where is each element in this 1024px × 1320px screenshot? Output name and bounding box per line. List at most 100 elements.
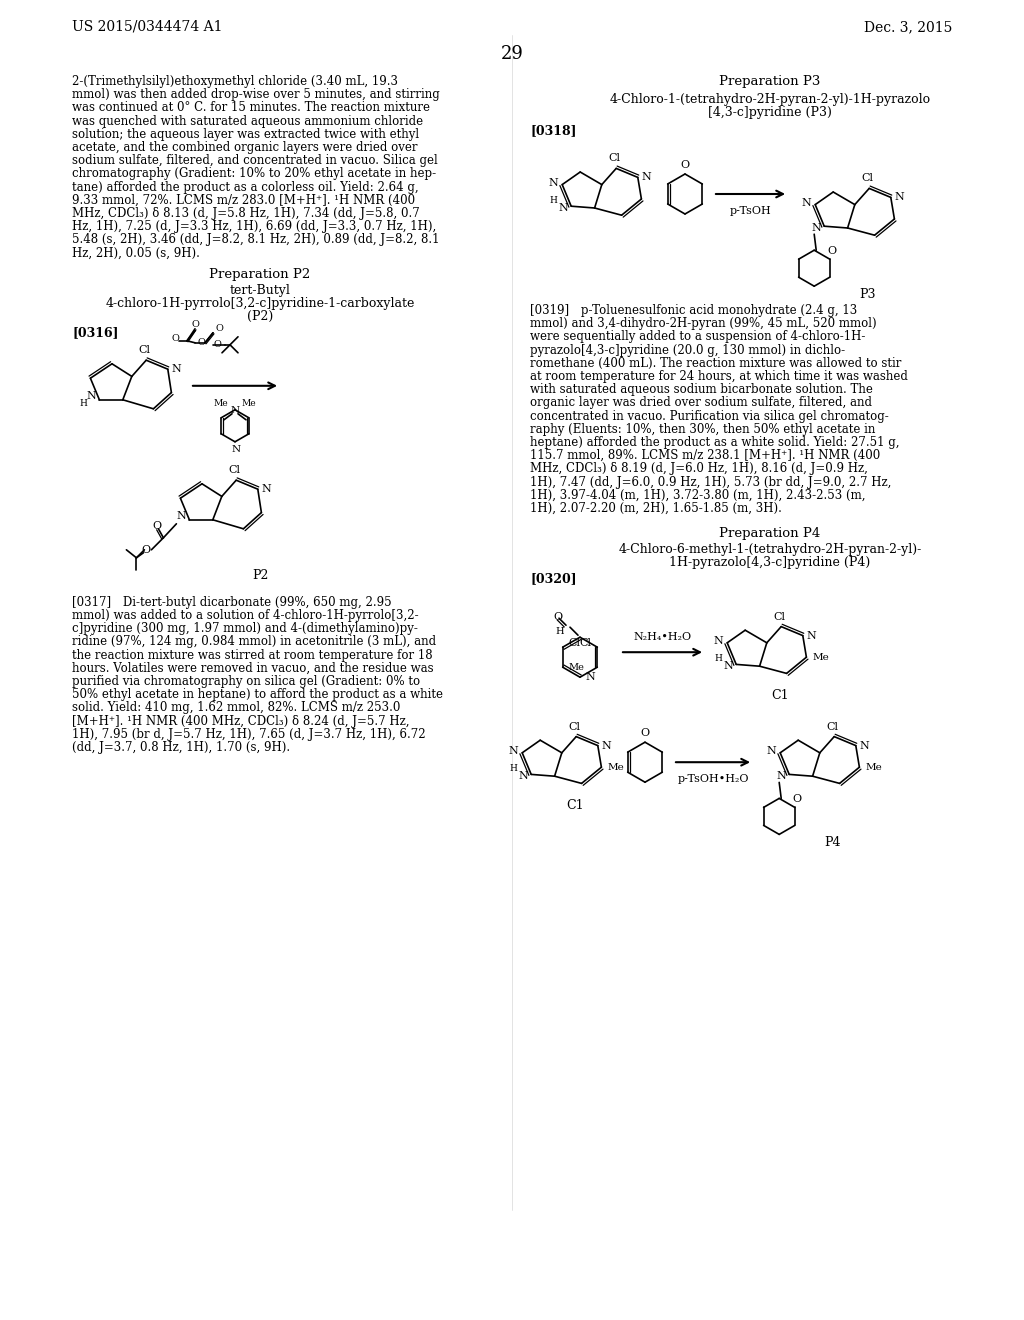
Text: Cl: Cl: [608, 153, 621, 164]
Text: N: N: [230, 407, 240, 416]
Text: mmol) was added to a solution of 4-chloro-1H-pyrrolo[3,2-: mmol) was added to a solution of 4-chlor…: [72, 609, 419, 622]
Text: N: N: [86, 391, 96, 401]
Text: heptane) afforded the product as a white solid. Yield: 27.51 g,: heptane) afforded the product as a white…: [530, 436, 899, 449]
Text: N: N: [508, 746, 518, 756]
Text: P2: P2: [252, 569, 268, 582]
Text: N₂H₄•H₂O: N₂H₄•H₂O: [634, 632, 691, 643]
Text: 1H), 3.97-4.04 (m, 1H), 3.72-3.80 (m, 1H), 2.43-2.53 (m,: 1H), 3.97-4.04 (m, 1H), 3.72-3.80 (m, 1H…: [530, 488, 865, 502]
Text: 4-Chloro-6-methyl-1-(tetrahydro-2H-pyran-2-yl)-: 4-Chloro-6-methyl-1-(tetrahydro-2H-pyran…: [618, 544, 922, 556]
Text: N: N: [262, 484, 271, 494]
Text: N: N: [585, 672, 595, 682]
Text: raphy (Eluents: 10%, then 30%, then 50% ethyl acetate in: raphy (Eluents: 10%, then 30%, then 50% …: [530, 422, 876, 436]
Text: were sequentially added to a suspension of 4-chloro-1H-: were sequentially added to a suspension …: [530, 330, 865, 343]
Text: H: H: [715, 653, 722, 663]
Text: p-TsOH: p-TsOH: [730, 206, 771, 216]
Text: N: N: [895, 193, 904, 202]
Text: Cl: Cl: [580, 638, 591, 648]
Text: (P2): (P2): [247, 310, 273, 323]
Text: MHz, CDCl₃) δ 8.19 (d, J=6.0 Hz, 1H), 8.16 (d, J=0.9 Hz,: MHz, CDCl₃) δ 8.19 (d, J=6.0 Hz, 1H), 8.…: [530, 462, 868, 475]
Text: 9.33 mmol, 72%. LCMS m/z 283.0 [M+H⁺]. ¹H NMR (400: 9.33 mmol, 72%. LCMS m/z 283.0 [M+H⁺]. ¹…: [72, 194, 415, 207]
Text: (dd, J=3.7, 0.8 Hz, 1H), 1.70 (s, 9H).: (dd, J=3.7, 0.8 Hz, 1H), 1.70 (s, 9H).: [72, 741, 290, 754]
Text: N: N: [811, 223, 821, 234]
Text: solid. Yield: 410 mg, 1.62 mmol, 82%. LCMS m/z 253.0: solid. Yield: 410 mg, 1.62 mmol, 82%. LC…: [72, 701, 400, 714]
Text: mmol) and 3,4-dihydro-2H-pyran (99%, 45 mL, 520 mmol): mmol) and 3,4-dihydro-2H-pyran (99%, 45 …: [530, 317, 877, 330]
Text: romethane (400 mL). The reaction mixture was allowed to stir: romethane (400 mL). The reaction mixture…: [530, 356, 901, 370]
Text: N: N: [231, 445, 241, 454]
Text: O: O: [213, 341, 221, 350]
Text: [4,3-c]pyridine (P3): [4,3-c]pyridine (P3): [708, 106, 831, 119]
Text: Cl: Cl: [568, 638, 581, 648]
Text: Me: Me: [812, 652, 828, 661]
Text: P4: P4: [824, 836, 842, 849]
Text: p-TsOH•H₂O: p-TsOH•H₂O: [677, 775, 749, 784]
Text: N: N: [802, 198, 811, 207]
Text: C1: C1: [566, 799, 584, 812]
Text: Cl: Cl: [773, 611, 785, 622]
Text: N: N: [602, 741, 611, 751]
Text: Preparation P3: Preparation P3: [719, 75, 820, 88]
Text: Preparation P4: Preparation P4: [720, 527, 820, 540]
Text: H: H: [549, 195, 557, 205]
Text: Dec. 3, 2015: Dec. 3, 2015: [863, 20, 952, 34]
Text: Me: Me: [865, 763, 882, 772]
Text: 1H-pyrazolo[4,3-c]pyridine (P4): 1H-pyrazolo[4,3-c]pyridine (P4): [670, 556, 870, 569]
Text: O: O: [197, 338, 205, 347]
Text: O: O: [680, 160, 689, 170]
Text: 1H), 7.47 (dd, J=6.0, 0.9 Hz, 1H), 5.73 (br dd, J=9.0, 2.7 Hz,: 1H), 7.47 (dd, J=6.0, 0.9 Hz, 1H), 5.73 …: [530, 475, 891, 488]
Text: O: O: [171, 334, 179, 343]
Text: pyrazolo[4,3-c]pyridine (20.0 g, 130 mmol) in dichlo-: pyrazolo[4,3-c]pyridine (20.0 g, 130 mmo…: [530, 343, 845, 356]
Text: O: O: [142, 545, 151, 554]
Text: N: N: [642, 173, 651, 182]
Text: [M+H⁺]. ¹H NMR (400 MHz, CDCl₃) δ 8.24 (d, J=5.7 Hz,: [M+H⁺]. ¹H NMR (400 MHz, CDCl₃) δ 8.24 (…: [72, 714, 410, 727]
Text: 4-chloro-1H-pyrrolo[3,2-c]pyridine-1-carboxylate: 4-chloro-1H-pyrrolo[3,2-c]pyridine-1-car…: [105, 297, 415, 310]
Text: P3: P3: [860, 288, 877, 301]
Text: N: N: [176, 511, 186, 521]
Text: N: N: [548, 178, 558, 187]
Text: 115.7 mmol, 89%. LCMS m/z 238.1 [M+H⁺]. ¹H NMR (400: 115.7 mmol, 89%. LCMS m/z 238.1 [M+H⁺]. …: [530, 449, 881, 462]
Text: Me: Me: [607, 763, 624, 772]
Text: O: O: [153, 521, 162, 531]
Text: Me: Me: [214, 400, 228, 408]
Text: H: H: [509, 764, 517, 774]
Text: N: N: [766, 746, 776, 756]
Text: O: O: [827, 247, 837, 256]
Text: N: N: [172, 364, 181, 374]
Text: Cl: Cl: [228, 465, 241, 475]
Text: [0319] p-Toluenesulfonic acid monohydrate (2.4 g, 13: [0319] p-Toluenesulfonic acid monohydrat…: [530, 304, 857, 317]
Text: with saturated aqueous sodium bicarbonate solution. The: with saturated aqueous sodium bicarbonat…: [530, 383, 872, 396]
Text: US 2015/0344474 A1: US 2015/0344474 A1: [72, 20, 222, 34]
Text: Cl: Cl: [861, 173, 873, 183]
Text: Me: Me: [242, 400, 256, 408]
Text: the reaction mixture was stirred at room temperature for 18: the reaction mixture was stirred at room…: [72, 648, 432, 661]
Text: Cl: Cl: [826, 722, 839, 731]
Text: O: O: [191, 321, 199, 329]
Text: N: N: [558, 203, 568, 214]
Text: Hz, 1H), 7.25 (d, J=3.3 Hz, 1H), 6.69 (dd, J=3.3, 0.7 Hz, 1H),: Hz, 1H), 7.25 (d, J=3.3 Hz, 1H), 6.69 (d…: [72, 220, 436, 234]
Text: 2-(Trimethylsilyl)ethoxymethyl chloride (3.40 mL, 19.3: 2-(Trimethylsilyl)ethoxymethyl chloride …: [72, 75, 398, 88]
Text: 50% ethyl acetate in heptane) to afford the product as a white: 50% ethyl acetate in heptane) to afford …: [72, 688, 443, 701]
Text: MHz, CDCl₃) δ 8.13 (d, J=5.8 Hz, 1H), 7.34 (dd, J=5.8, 0.7: MHz, CDCl₃) δ 8.13 (d, J=5.8 Hz, 1H), 7.…: [72, 207, 420, 220]
Text: was quenched with saturated aqueous ammonium chloride: was quenched with saturated aqueous ammo…: [72, 115, 423, 128]
Text: tert-Butyl: tert-Butyl: [229, 284, 291, 297]
Text: at room temperature for 24 hours, at which time it was washed: at room temperature for 24 hours, at whi…: [530, 370, 908, 383]
Text: Me: Me: [568, 663, 585, 672]
Text: mmol) was then added drop-wise over 5 minutes, and stirring: mmol) was then added drop-wise over 5 mi…: [72, 88, 439, 102]
Text: N: N: [776, 771, 786, 781]
Text: ridine (97%, 124 mg, 0.984 mmol) in acetonitrile (3 mL), and: ridine (97%, 124 mg, 0.984 mmol) in acet…: [72, 635, 436, 648]
Text: [0320]: [0320]: [530, 572, 577, 585]
Text: N: N: [518, 771, 528, 781]
Text: 1H), 2.07-2.20 (m, 2H), 1.65-1.85 (m, 3H).: 1H), 2.07-2.20 (m, 2H), 1.65-1.85 (m, 3H…: [530, 502, 782, 515]
Text: C1: C1: [771, 689, 788, 702]
Text: c]pyridine (300 mg, 1.97 mmol) and 4-(dimethylamino)py-: c]pyridine (300 mg, 1.97 mmol) and 4-(di…: [72, 622, 418, 635]
Text: N: N: [807, 631, 817, 640]
Text: 1H), 7.95 (br d, J=5.7 Hz, 1H), 7.65 (d, J=3.7 Hz, 1H), 6.72: 1H), 7.95 (br d, J=5.7 Hz, 1H), 7.65 (d,…: [72, 727, 426, 741]
Text: 29: 29: [501, 45, 523, 63]
Text: sodium sulfate, filtered, and concentrated in vacuo. Silica gel: sodium sulfate, filtered, and concentrat…: [72, 154, 437, 168]
Text: tane) afforded the product as a colorless oil. Yield: 2.64 g,: tane) afforded the product as a colorles…: [72, 181, 419, 194]
Text: Preparation P2: Preparation P2: [209, 268, 310, 281]
Text: [0318]: [0318]: [530, 124, 577, 137]
Text: Cl: Cl: [138, 346, 151, 355]
Text: hours. Volatiles were removed in vacuo, and the residue was: hours. Volatiles were removed in vacuo, …: [72, 661, 433, 675]
Text: N: N: [723, 661, 733, 672]
Text: Cl: Cl: [568, 722, 581, 731]
